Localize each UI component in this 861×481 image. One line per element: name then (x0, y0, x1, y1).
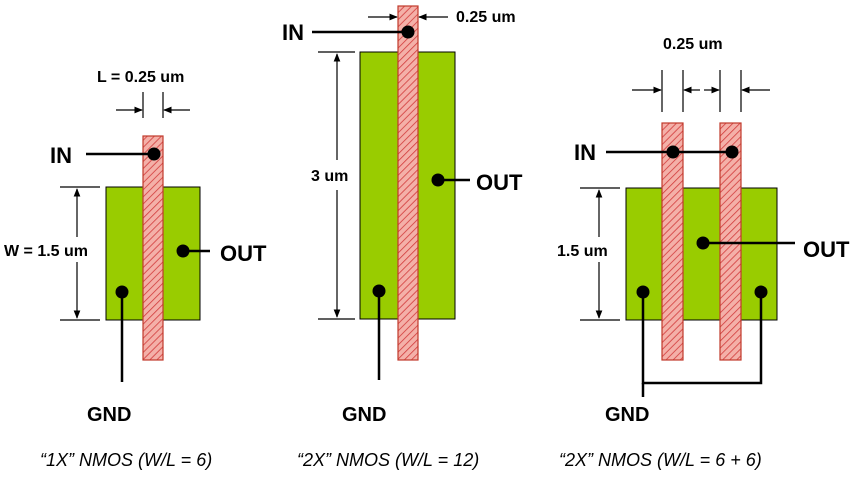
in-contact-right (725, 145, 739, 159)
poly-gate (397, 5, 419, 361)
gnd-label: GND (605, 404, 649, 426)
dim-width-label: 3 um (311, 168, 348, 185)
gnd-wire (641, 292, 763, 385)
diagram-2x-dual: 0.25 um 1.5 um IN OUT GND “2X” NMOS (W/L… (557, 36, 850, 470)
in-label: IN (50, 143, 72, 168)
caption-1x: “1X” NMOS (W/L = 6) (40, 450, 212, 470)
in-contact (147, 147, 161, 161)
out-label: OUT (220, 241, 267, 266)
diagram-1x: L = 0.25 um W = 1.5 um IN OUT GND “1X” N… (4, 69, 267, 470)
diagram-2x-single: 0.25 um 3 um IN OUT GND “2X” NMOS (W/L =… (282, 5, 523, 470)
dim-length-label: 0.25 um (456, 9, 516, 26)
dim-length-label: L = 0.25 um (97, 69, 184, 86)
out-label: OUT (803, 237, 850, 262)
caption-2x-dual: “2X” NMOS (W/L = 6 + 6) (559, 450, 762, 470)
in-label: IN (574, 140, 596, 165)
poly-gate-right (719, 122, 742, 361)
poly-gate-left (661, 122, 684, 361)
out-label: OUT (476, 170, 523, 195)
dim-width-label: W = 1.5 um (4, 243, 88, 260)
in-contact-left (666, 145, 680, 159)
in-label: IN (282, 20, 304, 45)
caption-2x-single: “2X” NMOS (W/L = 12) (297, 450, 479, 470)
poly-gate (142, 135, 164, 361)
gnd-label: GND (87, 404, 131, 426)
dim-length-label: 0.25 um (663, 36, 723, 53)
gnd-label: GND (342, 404, 386, 426)
active-region (625, 187, 778, 321)
dim-width-label: 1.5 um (557, 243, 608, 260)
in-contact (401, 25, 415, 39)
